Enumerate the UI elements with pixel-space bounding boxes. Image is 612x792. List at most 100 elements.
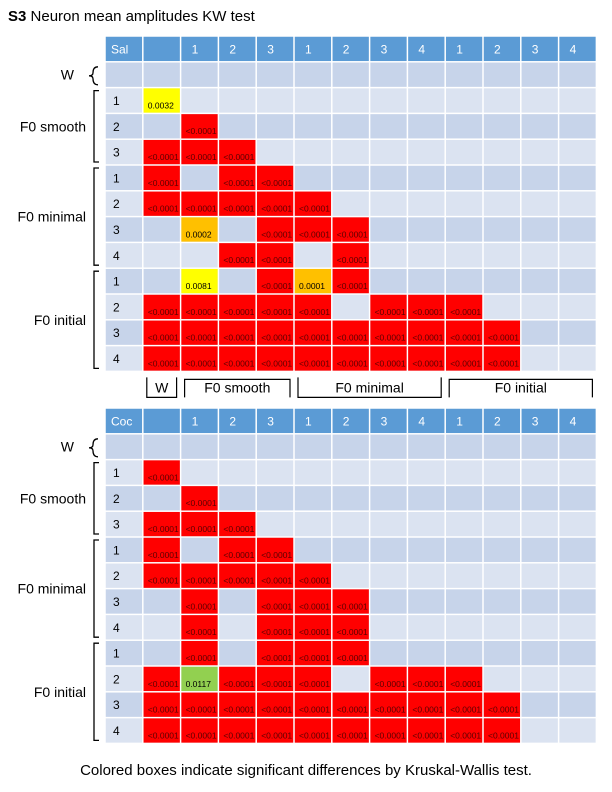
t1-body-cell (445, 114, 483, 139)
t1-sig-cell (181, 346, 218, 371)
t2-column-header: 3 (532, 414, 539, 428)
t1-body-cell (143, 217, 180, 242)
t1-p-value-label: 0.0081 (186, 281, 212, 291)
t2-column-header: 4 (418, 414, 425, 428)
figure-title: Neuron mean amplitudes KW test (30, 8, 255, 25)
t1-column-header: 2 (494, 42, 501, 56)
t2-sig-cell (143, 511, 180, 537)
t2-body-cell (483, 589, 521, 614)
t1-p-value-label: <0.0001 (412, 358, 443, 368)
t1-body-cell (483, 294, 521, 320)
t2-body-cell (483, 640, 521, 666)
t1-body-cell (521, 346, 558, 371)
t2-p-value-label: <0.0001 (148, 576, 179, 586)
t1-body-cell (521, 88, 558, 113)
t2-body-cell (143, 589, 180, 614)
t2-p-value-label: <0.0001 (261, 705, 292, 715)
t2-body-cell (219, 460, 256, 485)
t2-p-value-label: <0.0001 (186, 601, 217, 611)
t1-sig-cell (256, 191, 294, 216)
t2-row-group-brace (88, 438, 99, 458)
t1-row-label: 3 (113, 223, 120, 237)
t1-p-value-label: <0.0001 (186, 152, 217, 162)
t2-p-value-label: <0.0001 (450, 730, 481, 740)
t2-body-cell (105, 615, 143, 640)
t2-corner-label: Coc (111, 414, 132, 428)
t2-row-label: 1 (113, 647, 120, 661)
t2-header-cell (181, 408, 218, 434)
t2-sig-cell (294, 615, 332, 640)
t2-p-value-label: <0.0001 (299, 627, 330, 637)
t1-body-cell (105, 139, 143, 165)
t2-body-cell (559, 692, 596, 717)
t1-sig-cell (256, 320, 294, 345)
t2-body-cell (105, 563, 143, 588)
t1-body-cell (559, 191, 596, 216)
t2-body-cell (408, 537, 445, 563)
t2-p-value-label: <0.0001 (261, 730, 292, 740)
t1-p-value-label: <0.0001 (375, 333, 406, 343)
t1-body-cell (408, 165, 445, 191)
t1-sig-cell (294, 346, 332, 371)
t1-sig-cell (219, 191, 256, 216)
t2-body-cell (105, 537, 143, 563)
column-group-label: W (155, 379, 169, 395)
t1-row-group-brace (93, 89, 99, 163)
t2-sig-cell (219, 537, 256, 563)
t1-p-value-label: <0.0001 (148, 178, 179, 188)
t1-sig-cell (143, 191, 180, 216)
t2-sig-cell (332, 692, 369, 717)
t2-sig-cell (256, 640, 294, 666)
t1-p-value-label: <0.0001 (261, 281, 292, 291)
t2-body-cell (332, 563, 369, 588)
t2-p-value-label: <0.0001 (148, 550, 179, 560)
t2-body-cell (559, 434, 596, 459)
t2-p-value-label: <0.0001 (299, 653, 330, 663)
t1-body-cell (559, 268, 596, 294)
t2-column-header: 3 (381, 414, 388, 428)
t1-p-value-label: <0.0001 (375, 307, 406, 317)
t2-body-cell (445, 640, 483, 666)
t2-sig-cell (445, 718, 483, 743)
t1-sig-cell (483, 320, 521, 345)
t2-body-cell (370, 511, 407, 537)
t2-body-cell (332, 511, 369, 537)
t1-p-value-label: <0.0001 (261, 307, 292, 317)
t2-column-header: 3 (267, 414, 274, 428)
t1-body-cell (105, 217, 143, 242)
t2-body-cell (105, 460, 143, 485)
t1-header-cell (256, 36, 294, 62)
t2-p-value-label: <0.0001 (261, 627, 292, 637)
t1-corner-label: Sal (111, 42, 128, 56)
t2-body-cell (143, 615, 180, 640)
t1-p-value-label: <0.0001 (148, 152, 179, 162)
t1-header-cell (143, 36, 180, 62)
t1-p-value-label: <0.0001 (412, 333, 443, 343)
t2-row-group-brace (93, 642, 99, 742)
t2-sig-cell (181, 615, 218, 640)
t1-sig-cell (370, 294, 407, 320)
t1-header-cell (181, 36, 218, 62)
t2-header-cell (408, 408, 445, 434)
t2-body-cell (408, 434, 445, 459)
t1-body-cell (105, 191, 143, 216)
t1-p-value-label: <0.0001 (223, 255, 254, 265)
t2-p-value-label: <0.0001 (450, 705, 481, 715)
t2-sig-cell (445, 666, 483, 692)
t1-sig-cell (445, 320, 483, 345)
t2-body-cell (559, 615, 596, 640)
t1-body-cell (483, 139, 521, 165)
t2-sig-cell (294, 692, 332, 717)
t2-row-label: 1 (113, 543, 120, 557)
t2-p-value-label: <0.0001 (186, 498, 217, 508)
t2-header-cell (294, 408, 332, 434)
column-group-bracket (297, 377, 442, 398)
t1-sig-cell (219, 294, 256, 320)
t1-body-cell (483, 243, 521, 268)
t2-p-value-label: <0.0001 (223, 679, 254, 689)
t1-body-cell (483, 114, 521, 139)
t1-sig-cell (294, 217, 332, 242)
t1-p-value-label: <0.0001 (450, 307, 481, 317)
t1-sig-cell (181, 320, 218, 345)
t2-body-cell (445, 460, 483, 485)
